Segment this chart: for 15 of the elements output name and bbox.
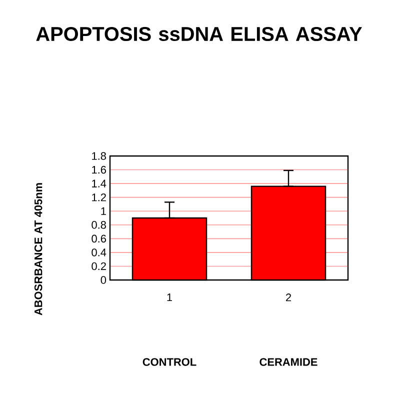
y-tick-label: 0.4: [92, 248, 106, 256]
y-axis-title: ABOSRBANCE AT 405nm: [34, 183, 42, 316]
y-tick-label: 0: [100, 276, 106, 284]
y-tick-label: 1.4: [92, 180, 106, 188]
x-tick-label: 2: [286, 294, 291, 302]
text: CONTROL: [142, 358, 196, 366]
y-tick-label: 1: [101, 207, 106, 215]
y-tick-label: 1.2: [92, 194, 106, 202]
y-tick-label: 0.2: [92, 262, 106, 270]
y-tick-label: 1.6: [92, 166, 106, 174]
y-tick-label: 1.8: [92, 152, 106, 160]
text: CERAMIDE: [260, 358, 318, 366]
y-tick-label: 0.6: [92, 234, 106, 243]
chart-title: APOPTOSIS ssDNA ELISA ASSAY: [36, 26, 362, 42]
y-tick-label: 0.8: [92, 221, 106, 229]
